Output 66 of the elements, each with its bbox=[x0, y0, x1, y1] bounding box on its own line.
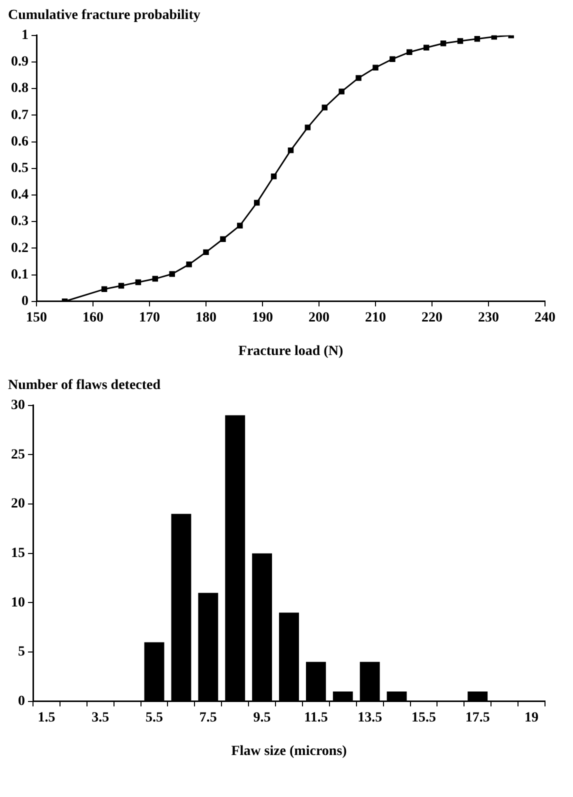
x-tick-label: 240 bbox=[534, 310, 556, 326]
point bbox=[322, 104, 328, 110]
y-tick-label: 10 bbox=[11, 595, 25, 610]
y-tick-label: 25 bbox=[11, 447, 25, 462]
y-tick-label: 0.3 bbox=[11, 214, 28, 230]
point bbox=[390, 56, 396, 62]
y-tick-label: 0.5 bbox=[11, 161, 28, 176]
x-tick-label: 7.5 bbox=[199, 710, 217, 726]
x-tick-label: 5.5 bbox=[146, 710, 164, 726]
point bbox=[203, 249, 209, 256]
point bbox=[152, 276, 158, 282]
point bbox=[186, 262, 192, 268]
point bbox=[288, 147, 294, 154]
y-axis-title: Number of flaws detected bbox=[8, 378, 162, 394]
point bbox=[270, 174, 277, 180]
x-axis-title: Flaw size (microns) bbox=[231, 744, 348, 760]
x-tick-label: 19 bbox=[524, 710, 539, 726]
x-tick-label: 190 bbox=[252, 310, 273, 326]
x-tick-label: 180 bbox=[196, 310, 216, 326]
x-tick-label: 13.5 bbox=[358, 710, 382, 726]
point bbox=[254, 200, 260, 206]
y-tick-label: 1 bbox=[22, 28, 28, 44]
x-axis-title: Fracture load (N) bbox=[238, 344, 344, 360]
point bbox=[101, 286, 108, 292]
y-tick-label: 20 bbox=[11, 496, 25, 512]
y-tick-label: 5 bbox=[18, 644, 25, 660]
point bbox=[440, 40, 446, 46]
point bbox=[220, 236, 226, 242]
point bbox=[135, 279, 142, 286]
x-tick-label: 170 bbox=[139, 310, 160, 326]
point bbox=[169, 271, 175, 277]
x-tick-label: 230 bbox=[478, 310, 499, 326]
y-tick-label: 0.2 bbox=[11, 240, 28, 256]
point bbox=[474, 36, 480, 42]
x-tick-label: 150 bbox=[26, 310, 47, 326]
x-tick-label: 17.5 bbox=[465, 710, 490, 726]
point bbox=[118, 282, 124, 289]
y-tick-label: 0.1 bbox=[11, 267, 28, 282]
point bbox=[491, 35, 498, 40]
point bbox=[356, 75, 362, 81]
y-tick-label: 15 bbox=[11, 546, 25, 562]
y-tick-label: 0.9 bbox=[11, 54, 28, 70]
point bbox=[457, 38, 464, 44]
point bbox=[304, 124, 311, 130]
point bbox=[406, 49, 412, 56]
point bbox=[338, 88, 344, 94]
point bbox=[423, 44, 430, 51]
y-tick-label: 0.6 bbox=[11, 134, 28, 150]
y-tick-label: 0.7 bbox=[11, 108, 28, 123]
x-tick-label: 160 bbox=[82, 310, 104, 326]
x-tick-label: 210 bbox=[365, 310, 386, 326]
x-tick-label: 3.5 bbox=[92, 710, 110, 726]
y-tick-label: 0.8 bbox=[11, 81, 28, 96]
y-tick-label: 0 bbox=[22, 294, 28, 310]
y-tick-label: 0 bbox=[18, 694, 25, 710]
point bbox=[372, 64, 378, 70]
y-axis-title: Cumulative fracture probability bbox=[8, 8, 202, 24]
x-tick-label: 15.5 bbox=[411, 710, 436, 726]
x-tick-label: 220 bbox=[422, 310, 442, 326]
x-tick-label: 200 bbox=[308, 310, 330, 326]
x-tick-label: 1.5 bbox=[38, 710, 56, 726]
point bbox=[237, 222, 243, 228]
y-tick-label: 30 bbox=[11, 398, 25, 414]
y-tick-label: 0.4 bbox=[11, 188, 28, 203]
x-tick-label: 11.5 bbox=[304, 710, 328, 726]
x-tick-label: 9.5 bbox=[253, 710, 271, 726]
